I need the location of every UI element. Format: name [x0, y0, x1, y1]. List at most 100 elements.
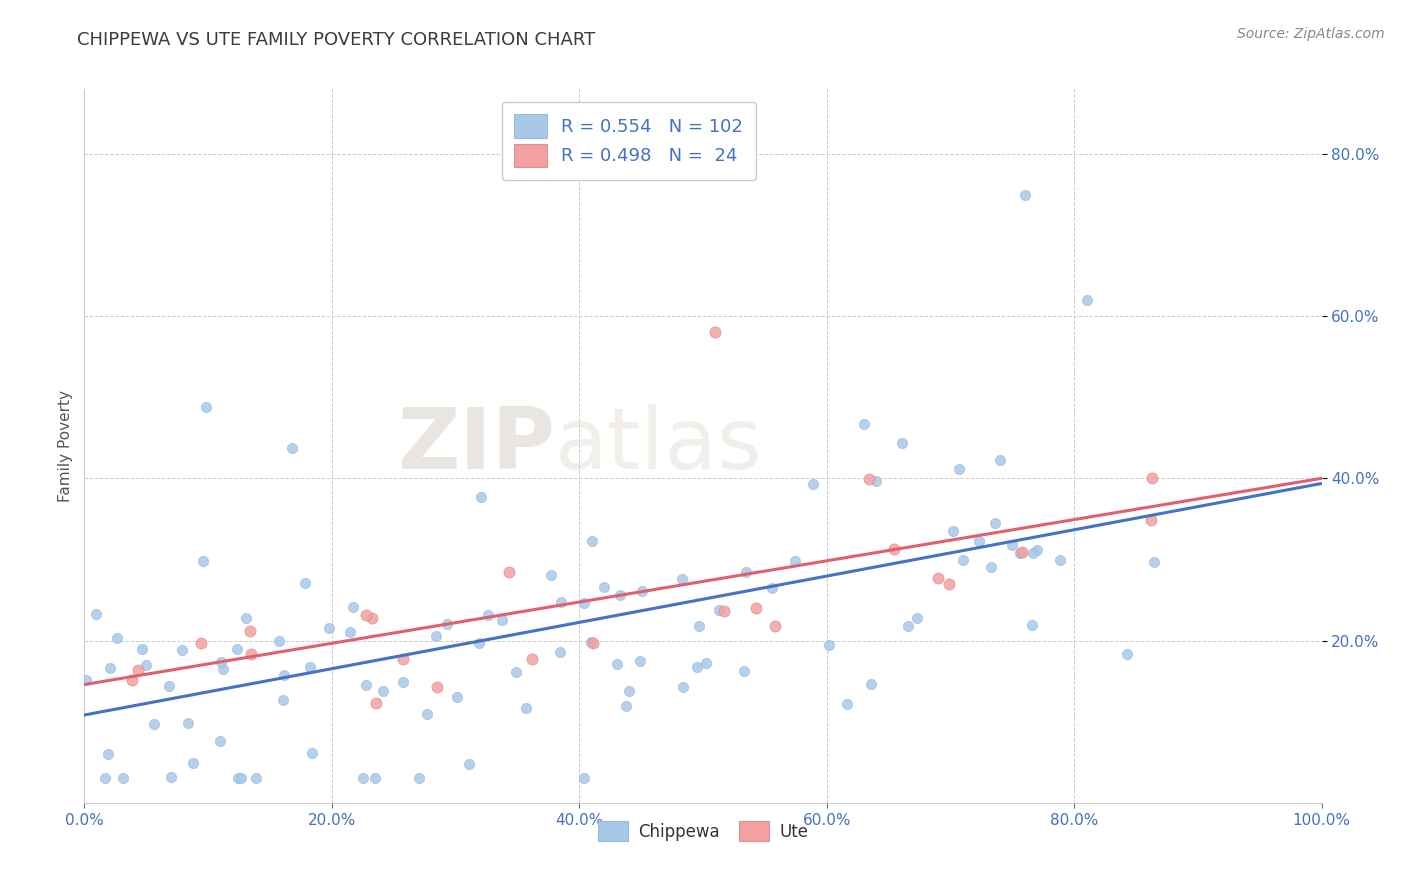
Point: [127, 663, 149, 677]
Point: [948, 462, 970, 476]
Point: [550, 645, 572, 659]
Point: [498, 565, 520, 579]
Point: [734, 566, 756, 580]
Point: [1116, 648, 1139, 662]
Point: [540, 568, 562, 582]
Point: [245, 772, 267, 786]
Point: [1140, 471, 1163, 485]
Legend: Chippewa, Ute: Chippewa, Ute: [591, 814, 815, 848]
Point: [865, 474, 887, 488]
Point: [229, 772, 252, 786]
Point: [235, 611, 257, 625]
Point: [239, 624, 262, 638]
Point: [582, 636, 605, 650]
Point: [704, 326, 727, 340]
Point: [859, 677, 882, 691]
Point: [891, 436, 914, 450]
Point: [938, 577, 960, 591]
Point: [592, 580, 614, 594]
Point: [522, 652, 544, 666]
Point: [135, 657, 157, 672]
Point: [339, 624, 361, 639]
Point: [298, 660, 321, 674]
Point: [356, 678, 378, 692]
Point: [425, 629, 447, 643]
Point: [980, 560, 1002, 574]
Point: [745, 600, 768, 615]
Point: [1021, 546, 1043, 560]
Point: [225, 641, 247, 656]
Point: [100, 660, 122, 674]
Point: [318, 621, 340, 635]
Point: [628, 654, 651, 668]
Point: [1140, 513, 1163, 527]
Text: CHIPPEWA VS UTE FAMILY POVERTY CORRELATION CHART: CHIPPEWA VS UTE FAMILY POVERTY CORRELATI…: [77, 31, 596, 49]
Point: [468, 636, 491, 650]
Point: [240, 647, 263, 661]
Point: [672, 680, 695, 694]
Point: [195, 400, 218, 414]
Point: [160, 770, 183, 784]
Point: [617, 684, 640, 698]
Point: [352, 772, 374, 786]
Point: [457, 756, 479, 771]
Point: [616, 699, 638, 714]
Point: [984, 516, 1007, 530]
Point: [853, 417, 876, 432]
Point: [858, 472, 880, 486]
Text: Source: ZipAtlas.com: Source: ZipAtlas.com: [1237, 27, 1385, 41]
Point: [392, 675, 415, 690]
Point: [671, 572, 693, 586]
Point: [112, 772, 135, 786]
Point: [967, 534, 990, 549]
Point: [86, 607, 108, 621]
Point: [371, 684, 394, 698]
Point: [1001, 538, 1024, 552]
Point: [606, 657, 628, 671]
Point: [183, 756, 205, 770]
Point: [835, 697, 858, 711]
Point: [436, 617, 458, 632]
Point: [273, 668, 295, 682]
Point: [191, 554, 214, 568]
Point: [342, 600, 364, 615]
Point: [952, 553, 974, 567]
Point: [301, 747, 323, 761]
Point: [695, 656, 717, 670]
Point: [172, 642, 194, 657]
Point: [273, 692, 295, 706]
Point: [226, 772, 249, 786]
Point: [897, 619, 920, 633]
Point: [1021, 617, 1043, 632]
Point: [446, 690, 468, 704]
Point: [1008, 545, 1031, 559]
Point: [209, 655, 232, 669]
Point: [177, 716, 200, 731]
Point: [142, 717, 165, 731]
Point: [630, 583, 652, 598]
Point: [76, 673, 98, 687]
Point: [988, 453, 1011, 467]
Point: [713, 604, 735, 618]
Point: [688, 619, 710, 633]
Point: [927, 571, 949, 585]
Point: [97, 747, 120, 762]
Point: [294, 576, 316, 591]
Point: [686, 659, 709, 673]
Point: [1011, 545, 1033, 559]
Point: [391, 652, 413, 666]
Point: [817, 638, 839, 652]
Point: [801, 476, 824, 491]
Point: [361, 610, 384, 624]
Point: [354, 607, 377, 622]
Point: [491, 613, 513, 627]
Point: [93, 772, 115, 786]
Point: [426, 680, 449, 694]
Point: [107, 631, 129, 645]
Point: [470, 491, 492, 505]
Point: [783, 554, 806, 568]
Point: [1025, 542, 1047, 557]
Point: [121, 673, 143, 687]
Point: [707, 603, 730, 617]
Point: [942, 524, 965, 538]
